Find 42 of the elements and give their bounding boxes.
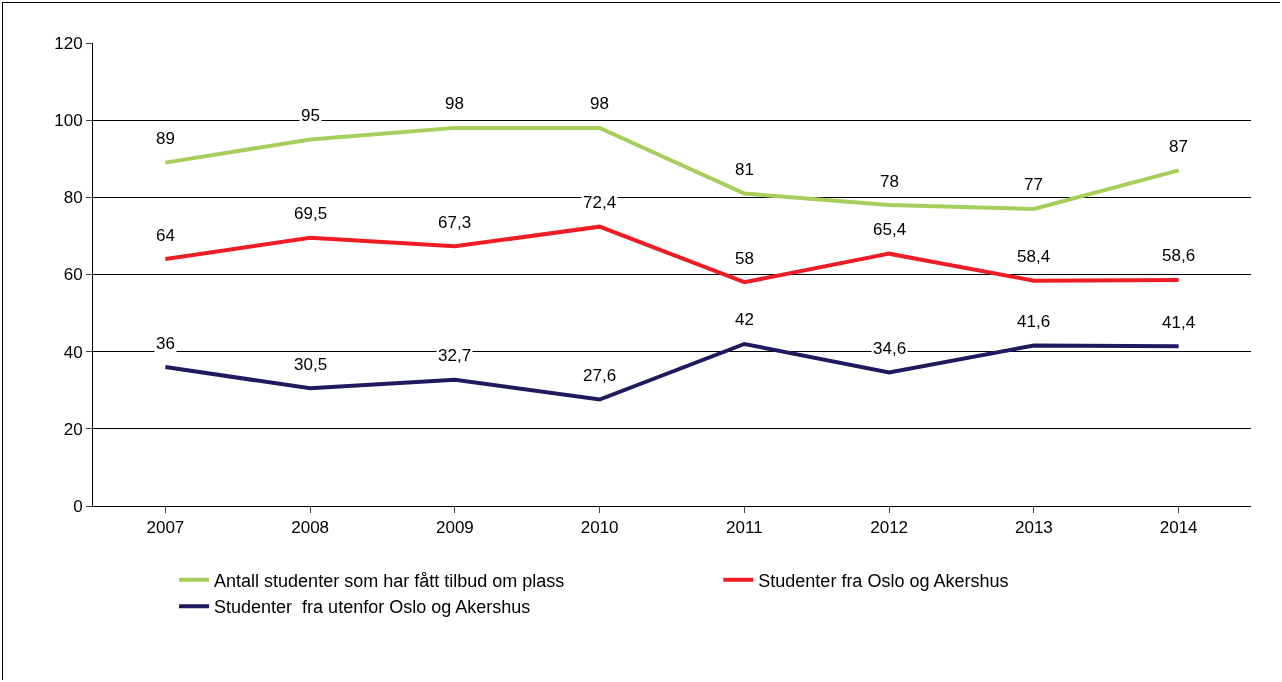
data-label: 89: [156, 129, 175, 148]
data-label: 64: [156, 226, 175, 245]
x-tick-label: 2008: [291, 518, 330, 538]
data-label: 67,3: [438, 213, 472, 232]
y-tick-label: 120: [54, 33, 83, 53]
data-label: 78: [880, 172, 899, 191]
legend-label: Antall studenter som har fått tilbud om plass: [214, 570, 565, 591]
x-tick-label: 2012: [870, 518, 909, 538]
x-tick-label: 2010: [580, 518, 619, 538]
legend-label: Studenter fra Oslo og Akershus: [758, 570, 1009, 591]
data-label: 41,4: [1162, 313, 1196, 332]
x-tick-label: 2009: [435, 518, 474, 538]
data-label: 98: [445, 94, 464, 113]
y-tick-label: 40: [63, 342, 83, 362]
data-label: 98: [590, 94, 609, 113]
data-label: 77: [1024, 175, 1043, 194]
data-label: 30,5: [294, 355, 328, 374]
data-label: 65,4: [873, 220, 907, 239]
data-label: 69,5: [294, 204, 328, 223]
data-label: 58,6: [1162, 246, 1196, 265]
x-tick-label: 2011: [726, 518, 763, 538]
y-tick-label: 80: [63, 188, 83, 208]
x-tick-label: 2013: [1014, 518, 1053, 538]
data-label: 58: [735, 249, 754, 268]
data-label: 27,6: [583, 366, 617, 385]
data-label: 58,4: [1017, 247, 1051, 266]
data-label: 41,6: [1017, 312, 1051, 331]
data-label: 95: [301, 106, 320, 125]
y-tick-label: 60: [63, 265, 83, 285]
y-tick-label: 0: [73, 496, 83, 516]
x-tick-label: 2014: [1159, 518, 1198, 538]
data-label: 72,4: [583, 193, 617, 212]
legend-label: Studenter fra utenfor Oslo og Akershus: [214, 597, 531, 618]
data-label: 32,7: [438, 346, 472, 365]
data-label: 34,6: [873, 339, 907, 358]
data-label: 42: [735, 310, 754, 329]
data-label: 87: [1169, 137, 1188, 156]
data-label: 81: [735, 160, 754, 179]
y-tick-label: 100: [54, 111, 83, 131]
x-tick-label: 2007: [146, 518, 185, 538]
data-label: 36: [156, 334, 175, 353]
y-tick-label: 20: [63, 419, 83, 439]
